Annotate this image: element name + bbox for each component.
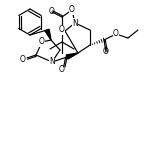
Polygon shape [45, 29, 51, 40]
Text: N: N [49, 57, 55, 67]
Text: O: O [20, 55, 26, 64]
Text: O: O [49, 7, 55, 17]
Text: O: O [59, 26, 65, 35]
Text: O: O [113, 29, 119, 38]
Text: O: O [39, 38, 45, 47]
Polygon shape [66, 53, 78, 59]
Text: O: O [59, 66, 65, 74]
Text: O: O [69, 5, 75, 14]
Text: N: N [72, 19, 78, 28]
Text: O: O [103, 47, 109, 57]
